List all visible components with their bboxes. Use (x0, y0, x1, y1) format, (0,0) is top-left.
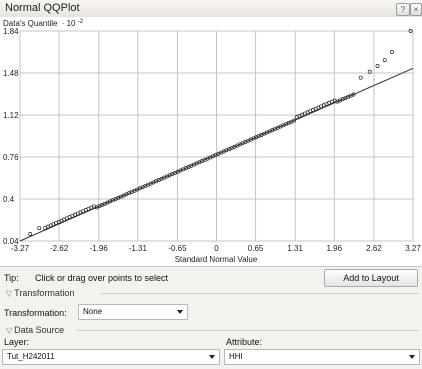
data-point[interactable] (375, 64, 380, 68)
qq-plot[interactable]: Data's Quantile · 10 -2 0.04 0.4 0.76 1.12 1… (0, 17, 422, 266)
transformation-label: Transformation: (4, 308, 67, 318)
data-point[interactable] (358, 75, 363, 80)
data-point[interactable] (408, 29, 413, 33)
divider (76, 330, 418, 331)
y-tick-label: 0.4 (3, 195, 15, 204)
data-point[interactable] (351, 92, 356, 97)
collapse-chevron-icon[interactable]: ▽ (6, 326, 13, 335)
transformation-section-header[interactable]: ▽ Transformation (6, 288, 75, 298)
x-tick-label: 1.96 (326, 244, 342, 253)
qq-plot-area[interactable]: Data's Quantile · 10 -2 0.04 0.4 0.76 1.12 1… (0, 17, 422, 267)
chevron-down-icon (177, 310, 183, 314)
data-point[interactable] (37, 226, 42, 231)
x-tick-label: -2.62 (50, 244, 69, 253)
x-tick-label: 0 (214, 244, 219, 253)
help-icon[interactable]: ? (396, 3, 410, 16)
title-bar: Normal QQPlot ? × (0, 0, 422, 18)
data-point[interactable] (292, 118, 296, 123)
attribute-dropdown[interactable]: HHI (224, 349, 420, 365)
y-tick-label: 1.48 (3, 69, 19, 78)
x-tick-label: -3.27 (11, 244, 30, 253)
x-tick-label: -1.96 (90, 244, 109, 253)
x-tick-label: 0.65 (248, 244, 264, 253)
x-tick-label: 1.31 (287, 244, 303, 253)
layer-label: Layer: (4, 337, 30, 347)
data-source-section-header[interactable]: ▽ Data Source (6, 325, 65, 335)
close-icon[interactable]: × (410, 3, 422, 16)
y-tick-label: 0.76 (3, 153, 19, 162)
layer-value: Tut_H242011 (7, 352, 55, 361)
attribute-value: HHI (229, 352, 243, 361)
collapse-chevron-icon[interactable]: ▽ (6, 289, 13, 298)
x-tick-label: 3.27 (405, 244, 421, 253)
divider (100, 293, 418, 294)
layer-dropdown[interactable]: Tut_H242011 (2, 349, 220, 365)
y-tick-label: 0.04 (3, 237, 19, 246)
data-point[interactable] (367, 69, 372, 74)
tip-text: Click or drag over points to select (35, 273, 169, 283)
x-tick-label: -0.65 (168, 244, 187, 253)
y-tick-label: 1.12 (3, 111, 19, 120)
data-point[interactable] (390, 50, 394, 54)
transformation-dropdown[interactable]: None (78, 304, 188, 320)
y-tick-label: 1.84 (3, 27, 19, 36)
data-point[interactable] (382, 58, 387, 63)
x-tick-label: -1.31 (129, 244, 148, 253)
chevron-down-icon (409, 355, 415, 359)
x-axis-label: Standard Normal Value (175, 255, 258, 264)
transformation-value: None (83, 307, 103, 316)
reference-line (19, 67, 414, 242)
tip-row: Tip: Click or drag over points to select… (0, 268, 422, 288)
tip-label: Tip: (4, 273, 19, 283)
data-point[interactable] (28, 232, 33, 236)
x-tick-label: 2.62 (366, 244, 382, 253)
attribute-label: Attribute: (226, 337, 263, 347)
chevron-down-icon (209, 355, 215, 359)
y-axis-label: Data's Quantile · 10 -2 (3, 19, 84, 28)
add-to-layout-button[interactable]: Add to Layout (324, 269, 418, 287)
window-title: Normal QQPlot (5, 2, 80, 14)
